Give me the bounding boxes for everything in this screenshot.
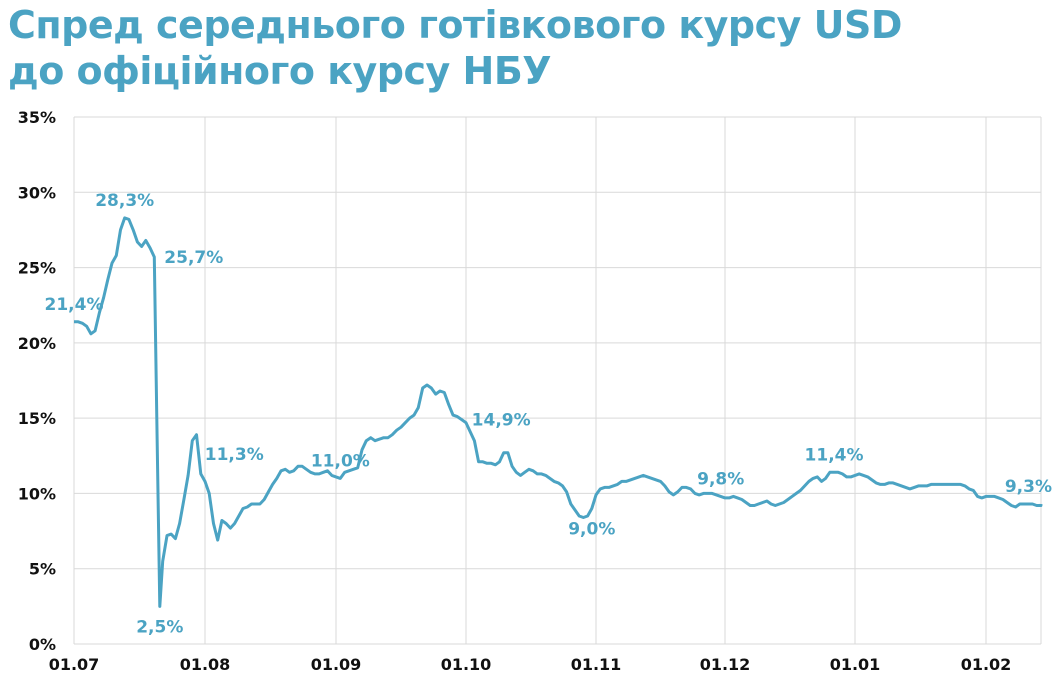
x-tick-label: 01.02 [961,655,1012,674]
y-tick-label: 35% [18,108,56,127]
x-axis-ticks: 01.07 01.08 01.09 01.10 01.11 01.12 01.01 01.02 [49,655,1012,674]
data-label: 21,4% [45,295,104,315]
series-lines [74,216,1043,608]
data-label: 11,3% [205,445,264,465]
data-label: 9,0% [568,519,615,539]
x-tick-label: 01.01 [830,655,881,674]
x-tick-label: 01.09 [311,655,362,674]
y-tick-label: 30% [18,183,56,202]
y-tick-label: 15% [18,409,56,428]
data-label: 11,4% [805,445,864,465]
title-line-2: до офіційного курсу НБУ [8,49,552,93]
y-tick-label: 5% [29,560,56,579]
data-labels: 21,4% 28,3% 25,7% 2,5% 11,3% 11,0% 14,9% 9,0% 9,… [45,191,1052,637]
x-tick-label: 01.07 [49,655,100,674]
x-tick-label: 01.08 [180,655,231,674]
y-tick-label: 0% [29,635,56,654]
x-tick-label: 01.11 [571,655,622,674]
data-label: 2,5% [136,617,183,637]
y-tick-label: 25% [18,259,56,278]
y-axis-ticks: 0% 5% 10% 15% 20% 25% 30% 35% [18,108,56,654]
chart-title: Спред середнього готівкового курсу USD д… [8,2,902,94]
x-tick-label: 01.10 [441,655,492,674]
data-label: 28,3% [95,191,154,211]
series-line [74,216,1043,608]
y-tick-label: 10% [18,484,56,503]
data-label: 9,8% [697,469,744,489]
data-label: 25,7% [164,248,223,268]
data-label: 14,9% [472,411,531,431]
grid-lines [73,116,1042,645]
data-label: 11,0% [311,451,370,471]
x-tick-label: 01.12 [700,655,751,674]
data-label: 9,3% [1005,477,1052,497]
title-line-1: Спред середнього готівкового курсу USD [8,3,902,47]
y-tick-label: 20% [18,334,56,353]
